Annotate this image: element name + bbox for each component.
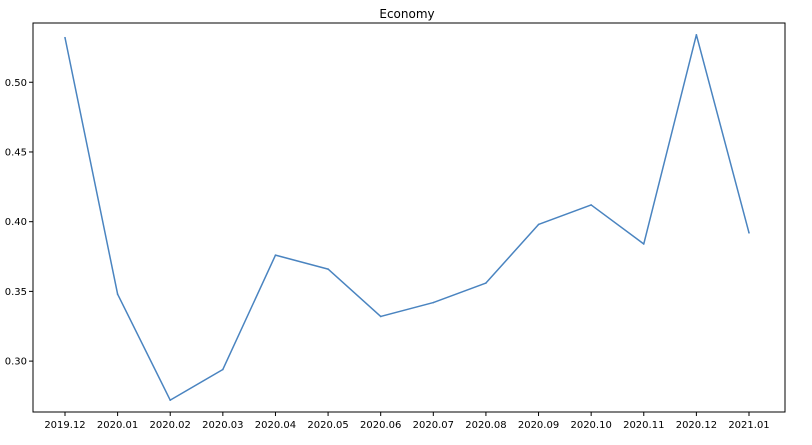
x-tick-label: 2020.10 <box>570 420 611 431</box>
y-tick-label: 0.30 <box>5 357 27 368</box>
x-tick-label: 2019.12 <box>44 420 85 431</box>
x-tick-label: 2021.01 <box>728 420 769 431</box>
series-layer <box>64 34 750 401</box>
data-point <box>642 243 645 245</box>
x-axis: 2019.12 2020.01 2020.02 2020.03 2020.04 2020.… <box>44 412 770 431</box>
y-tick-label: 0.45 <box>5 147 27 158</box>
data-point <box>590 204 592 206</box>
data-point <box>64 36 66 39</box>
x-tick-label: 2020.02 <box>150 420 191 431</box>
y-axis: 0.30 0.35 0.40 0.45 0.50 <box>5 78 33 368</box>
chart-title: Economy <box>379 7 434 21</box>
data-point <box>169 399 172 401</box>
x-tick-label: 2020.03 <box>202 420 243 431</box>
x-tick-label: 2020.06 <box>360 420 401 431</box>
data-point <box>116 293 119 295</box>
x-tick-label: 2020.04 <box>255 420 296 431</box>
y-tick-label: 0.35 <box>5 287 27 298</box>
x-tick-label: 2020.12 <box>676 420 717 431</box>
data-point <box>327 268 329 270</box>
x-tick-label: 2020.07 <box>413 420 454 431</box>
data-point <box>222 368 224 371</box>
data-point <box>432 301 435 304</box>
plot-area-frame <box>32 22 786 413</box>
data-point <box>485 282 487 284</box>
data-point <box>274 254 277 256</box>
data-point <box>379 315 382 318</box>
series-line <box>64 34 750 401</box>
x-tick-label: 2020.11 <box>623 420 664 431</box>
x-tick-label: 2020.05 <box>307 420 348 431</box>
data-point <box>695 34 698 36</box>
x-tick-label: 2020.09 <box>518 420 559 431</box>
x-tick-label: 2020.01 <box>97 420 138 431</box>
y-tick-label: 0.40 <box>5 217 27 228</box>
y-tick-label: 0.50 <box>5 78 27 89</box>
x-tick-label: 2020.08 <box>465 420 506 431</box>
data-point <box>748 232 750 234</box>
data-point <box>537 223 540 226</box>
